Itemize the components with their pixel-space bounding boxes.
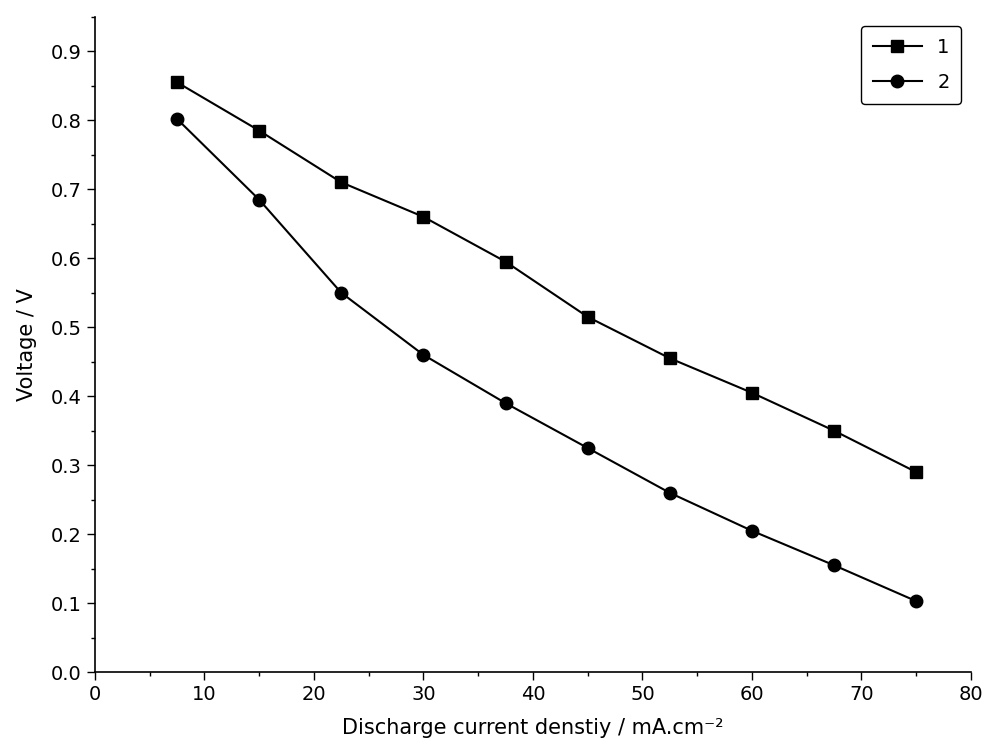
1 <box>417 212 429 221</box>
2 <box>171 114 183 123</box>
Y-axis label: Voltage / V: Voltage / V <box>17 288 37 401</box>
1 <box>746 388 758 397</box>
Line: 1: 1 <box>171 76 923 479</box>
2 <box>664 488 676 498</box>
1 <box>335 177 347 186</box>
2 <box>500 399 512 408</box>
1 <box>910 467 922 476</box>
2 <box>335 288 347 297</box>
1 <box>664 354 676 363</box>
1 <box>171 78 183 87</box>
2 <box>253 195 265 204</box>
2 <box>417 350 429 359</box>
Line: 2: 2 <box>171 112 923 608</box>
Legend: 1, 2: 1, 2 <box>861 26 961 104</box>
2 <box>910 596 922 606</box>
1 <box>582 313 594 322</box>
2 <box>746 526 758 535</box>
2 <box>582 443 594 452</box>
2 <box>828 561 840 570</box>
1 <box>828 426 840 435</box>
1 <box>500 257 512 267</box>
1 <box>253 126 265 135</box>
X-axis label: Discharge current denstiy / mA.cm⁻²: Discharge current denstiy / mA.cm⁻² <box>342 718 724 738</box>
